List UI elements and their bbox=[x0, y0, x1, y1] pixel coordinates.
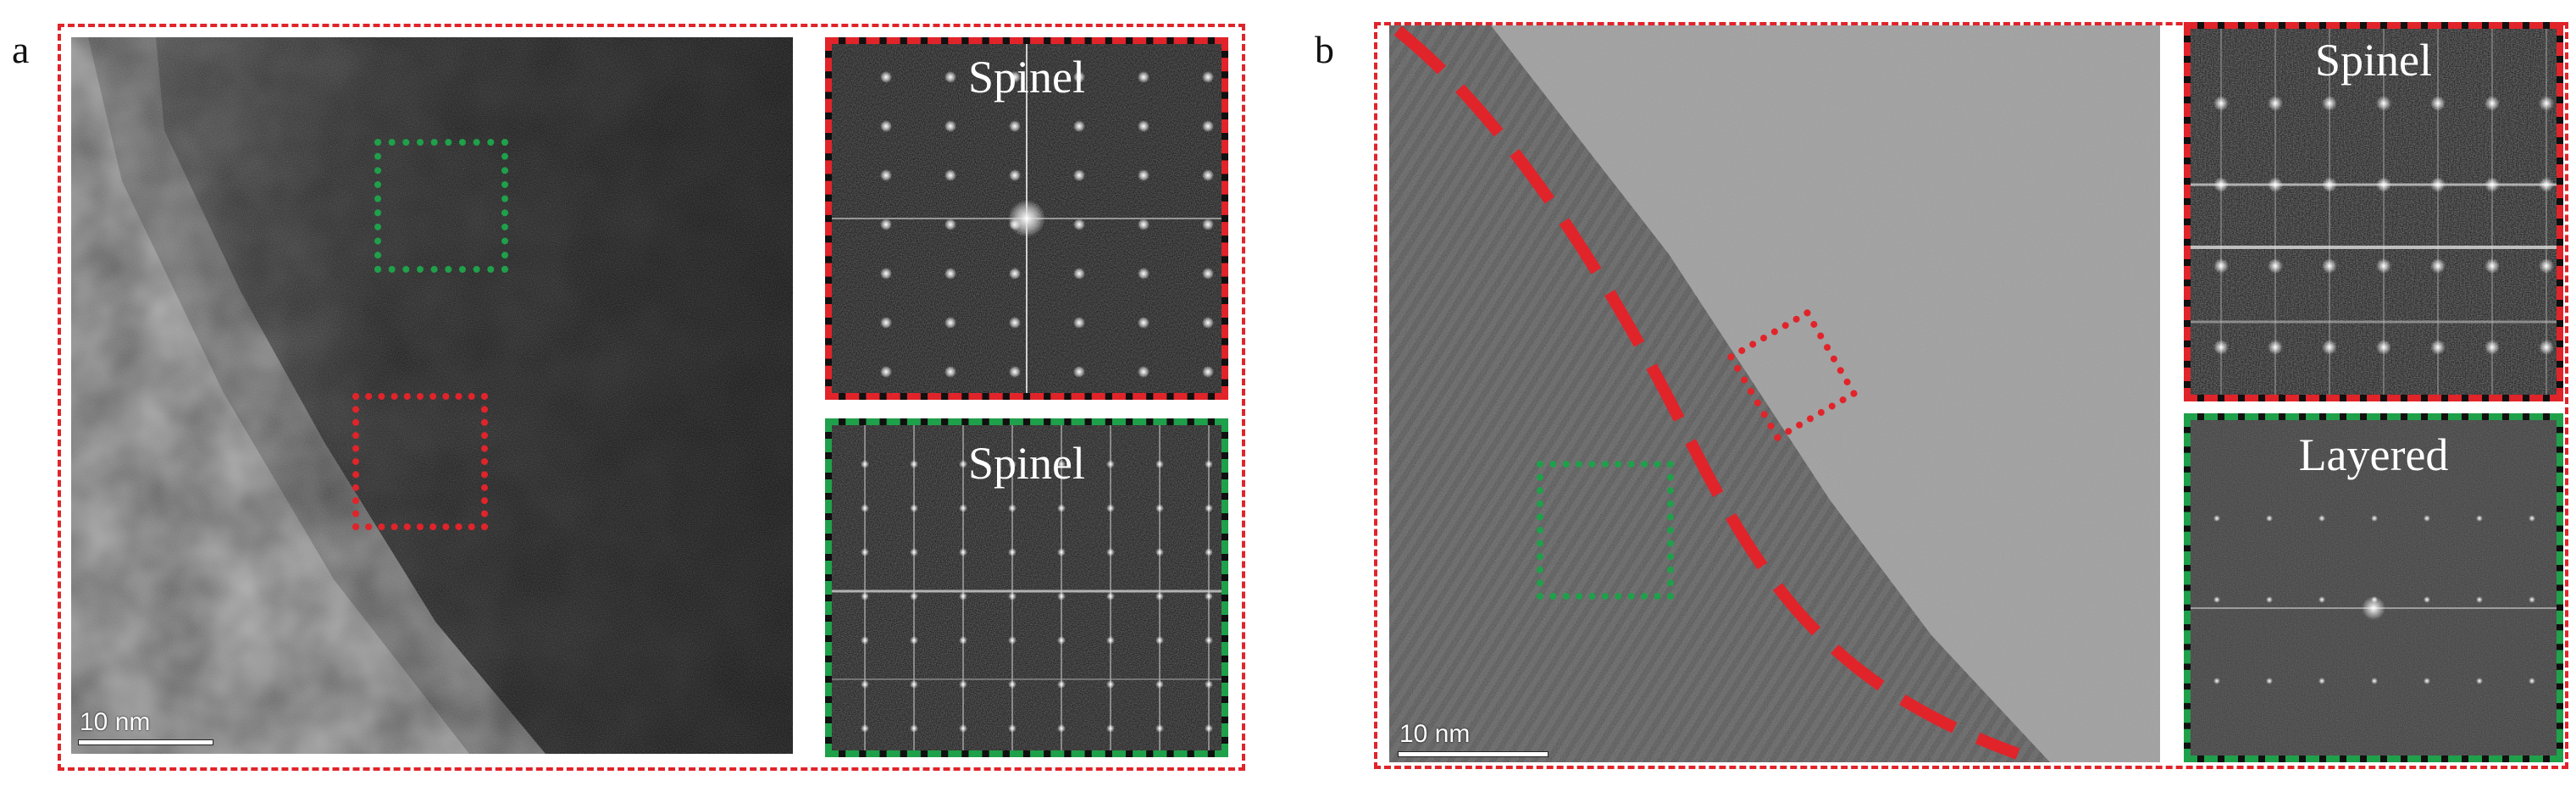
panel-a-bulk-region-marker bbox=[374, 139, 508, 273]
panel-a-fft-bulk: Spinel bbox=[825, 418, 1228, 757]
panel-b-fft-bulk: Layered bbox=[2184, 413, 2563, 762]
panel-a-fft-surface: Spinel bbox=[825, 37, 1228, 400]
panel-b-fft-surface-pattern bbox=[2191, 29, 2557, 395]
panel-a-surface-region-marker bbox=[352, 393, 488, 530]
panel-a-fft-bulk-pattern bbox=[832, 425, 1222, 750]
panel-a-frame bbox=[58, 24, 1245, 771]
panel-b-scale-line bbox=[1398, 751, 1548, 757]
panel-a-fft-surface-pattern bbox=[832, 44, 1222, 393]
panel-b-scale-label: 10 nm bbox=[1399, 720, 1471, 748]
panel-a-scale-bar: 10 nm bbox=[78, 703, 213, 745]
panel-b-scale-bar: 10 nm bbox=[1398, 715, 1548, 757]
panel-a-letter: a bbox=[12, 28, 30, 71]
panel-b-letter: b bbox=[1315, 28, 1334, 71]
panel-b-frame bbox=[1374, 22, 2568, 769]
panel-b-tem-image: 10 nm bbox=[1389, 25, 2160, 762]
panel-b-bulk-region-marker bbox=[1537, 461, 1674, 600]
panel-a-tem-image: 10 nm bbox=[71, 37, 793, 754]
panel-b-fft-surface: Spinel bbox=[2184, 22, 2563, 401]
panel-a-scale-label: 10 nm bbox=[80, 708, 151, 736]
panel-b-tem-graphic bbox=[1389, 25, 2160, 762]
panel-a-scale-line bbox=[78, 739, 213, 745]
panel-b-fft-bulk-pattern bbox=[2191, 420, 2557, 755]
